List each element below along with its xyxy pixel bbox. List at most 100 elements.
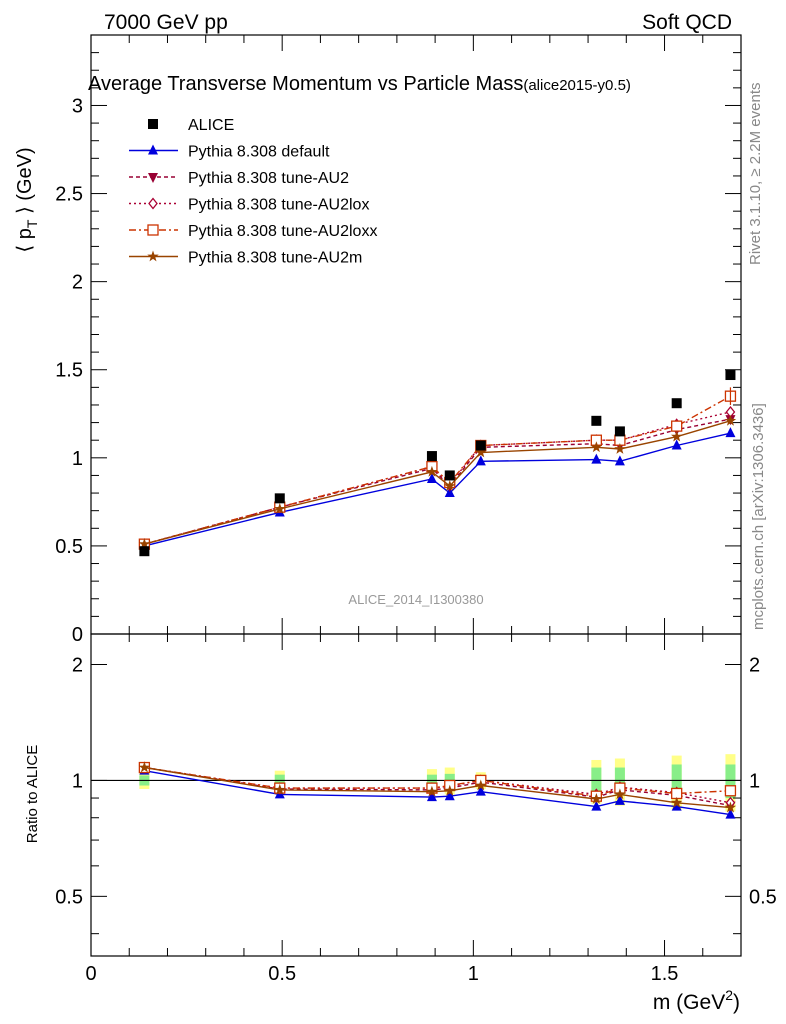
x-axis-label-tail: ) [733, 991, 740, 1014]
ratio-point-4 [614, 788, 626, 800]
ratio-y-tick-label-right: 0.5 [749, 886, 777, 908]
series-point-4 [671, 430, 683, 442]
series-point-4 [274, 502, 286, 514]
ratio-point-4 [444, 784, 456, 796]
ratio-point-4 [274, 783, 286, 795]
header-left: 7000 GeV pp [104, 11, 228, 34]
alice-data-point [444, 470, 455, 481]
legend-marker [147, 224, 159, 236]
series-point-0 [426, 472, 437, 483]
series-point-4 [590, 441, 603, 453]
plot-title-text: Average Transverse Momentum vs Particle … [88, 73, 523, 95]
y-axis-label-tail: ⟩ (GeV) [14, 147, 36, 219]
alice-data-point [475, 440, 486, 451]
series-point-4 [475, 446, 487, 458]
main-plot-ticks: 0 0.5 1 1.5 2 2.5 3 [55, 34, 742, 646]
y-tick-label: 0 [72, 624, 83, 646]
series-line-0 [144, 432, 731, 547]
alice-data-point [671, 398, 682, 409]
analysis-watermark: ALICE_2014_I1300380 [348, 592, 483, 607]
ratio-y-axis-label: Ratio to ALICE [24, 745, 41, 843]
x-axis-label-sup: 2 [725, 987, 733, 1003]
series-point-4 [138, 538, 151, 549]
legend-marker [148, 119, 158, 129]
y-tick-label: 2.5 [55, 184, 83, 206]
y-tick-label: 1.5 [55, 360, 83, 382]
y-tick-label: 3 [72, 95, 83, 117]
ratio-point-0 [671, 800, 682, 811]
alice-data-point [614, 426, 625, 437]
x-tick-label: 0.5 [268, 963, 296, 985]
series-point-0 [614, 455, 625, 466]
legend-marker [148, 173, 158, 183]
legend-label: Pythia 8.308 tune-AU2 [188, 170, 349, 187]
alice-data-point [274, 493, 285, 504]
series-point-0 [671, 439, 682, 450]
ratio-plot-series [138, 761, 737, 819]
ratio-plot-ticks: 0.5 0.5 1 1 2 2 0 0.5 1 1.5 [55, 634, 777, 985]
x-axis-label: m (GeV2) [653, 987, 740, 1014]
ratio-y-tick-label: 1 [72, 770, 83, 792]
ratio-point-4 [724, 801, 737, 813]
ratio-point-0 [725, 808, 736, 819]
y-axis-label: ⟨ pT ⟩ (GeV) [14, 147, 40, 252]
rivet-version-label: Rivet 3.1.10, ≥ 2.2M events [747, 83, 764, 266]
ratio-point-0 [444, 790, 455, 801]
legend: ALICE Pythia 8.308 default Pythia 8.308 tu… [129, 117, 377, 267]
y-tick-label: 2 [72, 272, 83, 294]
x-tick-label: 1 [468, 963, 479, 985]
plot-title-tag: (alice2015-y0.5) [523, 77, 631, 94]
series-line-1 [144, 418, 731, 545]
alice-data-point [725, 370, 736, 381]
ratio-point-4 [590, 793, 603, 804]
main-plot-series [138, 387, 737, 551]
series-point-0 [444, 487, 455, 498]
header-right: Soft QCD [642, 11, 732, 34]
ratio-point-4 [426, 785, 438, 797]
series-point-4 [614, 443, 626, 454]
series-point-4 [724, 414, 737, 426]
legend-marker [148, 197, 158, 210]
ratio-point-4 [138, 761, 151, 773]
y-tick-label: 0.5 [55, 536, 83, 558]
plot-title: Average Transverse Momentum vs Particle … [88, 73, 631, 95]
legend-label: Pythia 8.308 tune-AU2lox [188, 197, 369, 214]
series-point-4 [426, 465, 438, 477]
ratio-y-tick-label-right: 1 [749, 770, 760, 792]
x-tick-label: 0 [85, 963, 96, 985]
legend-marker [147, 250, 159, 262]
series-point-3 [671, 420, 683, 432]
stat-uncertainty-band [725, 764, 736, 799]
stat-uncertainty-band [671, 764, 682, 799]
series-point-0 [475, 455, 486, 466]
ratio-y-tick-label: 0.5 [55, 886, 83, 908]
legend-label: Pythia 8.308 tune-AU2loxx [188, 223, 377, 240]
main-plot-alice-data [139, 370, 736, 557]
ratio-point-3 [724, 785, 737, 797]
series-line-2 [144, 411, 731, 545]
ratio-y-tick-label-right: 2 [749, 654, 760, 676]
alice-data-point [139, 546, 150, 557]
ratio-plot-frame [90, 633, 742, 957]
series-point-4 [444, 480, 456, 491]
x-axis-label-main: m (GeV [653, 991, 725, 1014]
legend-label: ALICE [188, 117, 234, 134]
ratio-y-tick-label: 2 [72, 654, 83, 676]
mcplots-source-label: mcplots.cern.ch [arXiv:1306.3436] [750, 403, 767, 630]
y-tick-label: 1 [72, 448, 83, 470]
y-axis-label-sub: T [24, 219, 40, 228]
legend-label: Pythia 8.308 default [188, 144, 330, 161]
x-tick-label: 1.5 [651, 963, 679, 985]
legend-marker [148, 144, 158, 155]
alice-data-point [591, 415, 602, 426]
ratio-point-0 [475, 785, 486, 796]
series-point-0 [725, 427, 736, 438]
ratio-point-0 [426, 791, 437, 802]
legend-label: Pythia 8.308 tune-AU2m [188, 250, 362, 267]
ratio-point-0 [614, 794, 625, 805]
alice-data-point [426, 451, 437, 462]
ratio-point-0 [591, 800, 602, 811]
series-point-0 [591, 453, 602, 464]
y-axis-label-main: ⟨ p [14, 228, 36, 252]
